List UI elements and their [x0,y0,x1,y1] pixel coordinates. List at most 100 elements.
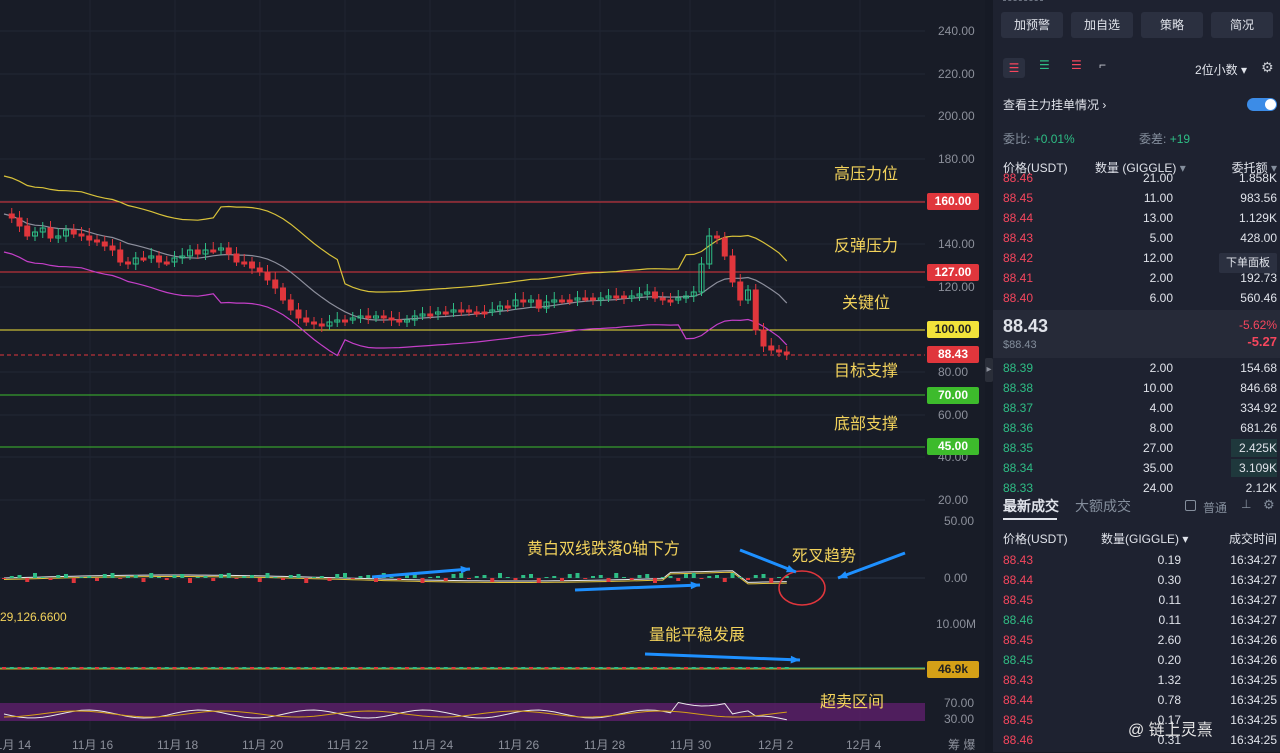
macd-bar [777,577,781,578]
macd-bar [172,575,177,578]
ob-header-qty[interactable]: 数量 (GIGGLE) ▾ [1095,161,1186,175]
macd-bar [141,578,146,582]
macd-bar [64,574,68,578]
tab-latest-trades[interactable]: 最新成交 [1003,498,1059,514]
orderbook-price: 88.34 [1003,461,1034,475]
watermark: @ 链上灵熹 [1128,722,1213,739]
volume-bar [203,667,208,669]
tab-large-trades[interactable]: 大额成交 [1075,498,1131,514]
candle [388,317,395,321]
trades-header-qty-label: 数量(GIGGLE) [1101,532,1180,546]
orderbook-row[interactable]: 88.34 35.00 3.109K [1003,458,1277,478]
orderbook-price: 88.42 [1003,251,1034,265]
macd-bar [234,578,239,579]
collapse-handle[interactable]: ▸ [985,358,993,382]
orderbook-float-icon[interactable]: ⌐ [1099,58,1107,72]
macd-bar [536,578,541,583]
ob-header-total[interactable]: 委托额 ▾ [1231,161,1277,175]
volume-bar [443,667,448,669]
x-tick: 12月 4 [846,738,882,752]
orderbook-row[interactable]: 88.42 12.00 [1003,248,1277,268]
macd-bar [552,576,557,578]
trade-row: 88.46 0.11 16:34:27 [1003,610,1277,630]
macd-bar [389,577,394,578]
add-alert-button[interactable]: 加预警 [1001,12,1063,38]
orderbook-qty: 8.00 [1149,421,1173,435]
macd-bar [498,573,502,578]
macd-bar [242,576,247,578]
orderbook-qty: 2.00 [1149,361,1173,375]
candle [636,293,643,297]
candle [396,319,403,323]
settings-gear-icon[interactable]: ⚙ [1261,59,1274,75]
last-price-bar: 88.43 $88.43 -5.62% -5.27 [993,310,1280,358]
macd-bar [126,576,130,578]
candle [256,267,263,273]
volume-bar [149,667,154,669]
rsi-line [3,701,787,721]
macd-tick: 0.00 [944,571,968,585]
trades-settings-icon[interactable]: ⚙ [1263,497,1275,512]
candle [520,299,527,303]
volume-bar [715,667,719,669]
orderbook-total: 1.858K [1238,171,1277,185]
candle [466,309,472,313]
y-tick: 20.00 [938,493,969,507]
macd-bar [521,575,526,578]
orderbook-row[interactable]: 88.44 13.00 1.129K [1003,208,1277,228]
orderbook-row[interactable]: 88.37 4.00 334.92 [1003,398,1277,418]
orderbook-total: 560.46 [1240,291,1277,305]
chart-area[interactable]: 240.00 220.00 200.00 180.00 140.00 120.00 80.0… [0,0,1213,752]
volume-bar [691,667,696,669]
orderbook-row[interactable]: 88.41 2.00 192.73 [1003,268,1277,288]
arrow-death-1 [739,548,797,574]
volume-bar [95,667,99,669]
dash-divider [1003,0,1043,1]
overview-button[interactable]: 简况 [1211,12,1273,38]
volume-bar [606,667,611,669]
main-orders-toggle[interactable] [1247,98,1277,111]
arrow-macd-1 [371,567,471,579]
orderbook-row[interactable]: 88.33 24.00 2.12K [1003,478,1277,498]
orderbook-asks-icon[interactable]: ☰ [1071,58,1082,72]
price-tag: 88.43 [927,346,979,363]
macd-bar [715,575,719,578]
strategy-button[interactable]: 策略 [1141,12,1203,38]
orderbook-qty: 10.00 [1142,381,1173,395]
volume-bar [544,667,549,669]
macd-bar [676,578,681,581]
volume-bar [366,667,371,669]
main-orders-link[interactable]: 查看主力挂单情况 › [1003,98,1107,112]
bollinger-lower [3,251,788,357]
orderbook-row[interactable]: 88.39 2.00 154.68 [1003,358,1277,378]
death-cross-circle [778,570,826,606]
orderbook-row[interactable]: 88.45 11.00 983.56 [1003,188,1277,208]
volume-bar [389,667,394,669]
orderbook-qty: 35.00 [1142,461,1173,475]
order-panel-tooltip[interactable]: 下单面板 [1219,253,1277,273]
volume-bar [381,667,386,669]
filter-icon[interactable]: ⊥ [1241,497,1252,511]
volume-bar [777,667,781,669]
orderbook-row[interactable]: 88.40 6.00 560.46 [1003,288,1277,308]
macd-bar [288,575,293,578]
macd-bar [622,577,626,578]
orderbook-row[interactable]: 88.43 5.00 428.00 [1003,228,1277,248]
add-watchlist-button[interactable]: 加自选 [1071,12,1133,38]
orderbook-row[interactable]: 88.36 8.00 681.26 [1003,418,1277,438]
orderbook-price: 88.35 [1003,441,1034,455]
orderbook-both-icon[interactable]: ☰ [1003,58,1025,78]
normal-checkbox[interactable] [1185,500,1196,511]
macd-bar [366,575,371,578]
orderbook-row[interactable]: 88.46 21.00 1.858K [1003,168,1277,188]
orderbook-row[interactable]: 88.38 10.00 846.68 [1003,378,1277,398]
candlestick-chart[interactable] [0,0,985,752]
decimals-select[interactable]: 2位小数 ▾ [1195,63,1248,77]
trades-header-qty[interactable]: 数量(GIGGLE) ▾ [1101,532,1189,546]
orderbook-bids-icon[interactable]: ☰ [1039,58,1050,72]
candle [582,297,589,301]
annotation-rebound-pressure: 反弹压力 [834,238,899,255]
trade-price: 88.46 [1003,733,1034,747]
orderbook-row[interactable]: 88.35 27.00 2.425K [1003,438,1277,458]
candle [613,295,620,299]
